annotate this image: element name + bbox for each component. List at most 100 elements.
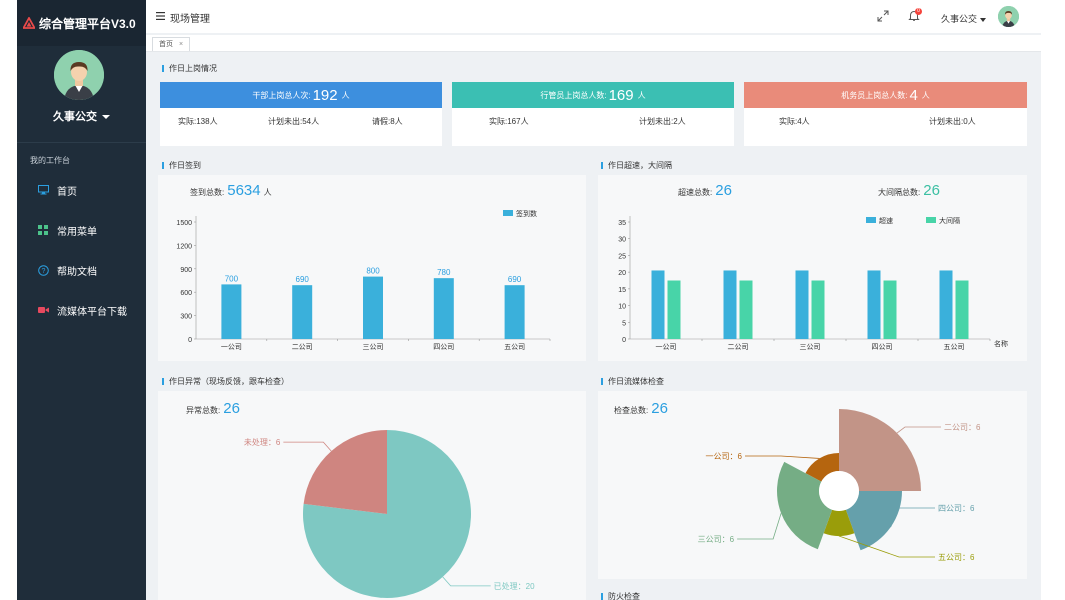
rose-label-line (890, 507, 935, 528)
stat-item: 请假:8人 (372, 116, 403, 127)
stat-item-value: 8人 (390, 117, 403, 126)
media-panel: 检查总数: 26 一公司：6 二公司：6 四公司：6 五公司：6 三公司：6 (598, 391, 1027, 579)
section-title-signin: 作日签到 (162, 160, 201, 171)
rose-slice[interactable] (823, 509, 855, 536)
signin-total: 签到总数: 5634 人 (190, 182, 272, 199)
bar[interactable] (292, 285, 313, 339)
y-tick-label: 1200 (176, 243, 192, 250)
x-tick-label: 五公司 (504, 343, 525, 351)
abnormal-total: 异常总数: 26 (186, 400, 243, 417)
rose-slice[interactable] (777, 461, 833, 550)
speed-total-value: 26 (715, 182, 732, 199)
signin-total-value: 5634 (227, 182, 261, 199)
sidebar-item-label: 首页 (57, 186, 77, 198)
legend-label[interactable]: 签到数 (516, 209, 537, 218)
sidebar-item-home[interactable]: 首页 (17, 170, 146, 210)
speed-total-label: 超速总数: (678, 188, 713, 197)
bar[interactable] (504, 285, 525, 339)
rose-slice[interactable] (839, 409, 921, 491)
stat-head-unit: 人 (341, 90, 350, 100)
y-tick-label: 600 (180, 290, 192, 297)
question-icon: ? (37, 264, 49, 276)
y-tick-label: 300 (180, 314, 192, 321)
bar[interactable] (955, 280, 969, 340)
bar[interactable] (221, 284, 242, 339)
rose-slice[interactable] (805, 453, 839, 482)
stat-item-value: 4人 (797, 117, 810, 126)
header-user-menu[interactable]: 久事公交 (941, 12, 987, 25)
pie-label-line (442, 576, 491, 587)
legend-swatch[interactable] (926, 217, 936, 223)
x-tick-label: 二公司 (292, 343, 313, 351)
tab-label: 首页 (159, 41, 173, 48)
y-tick-label: 15 (618, 287, 626, 294)
legend-swatch[interactable] (503, 210, 513, 216)
x-tick-label: 二公司 (728, 343, 749, 351)
stat-item: 实际:167人 (489, 116, 529, 127)
stat-head-value: 192 (312, 86, 338, 104)
svg-text:?: ? (41, 268, 45, 275)
bar[interactable] (363, 276, 383, 339)
stat-item: 计划未出:0人 (929, 116, 976, 127)
fullscreen-icon[interactable] (877, 10, 889, 22)
bar[interactable] (867, 270, 881, 339)
rose-slice[interactable] (845, 491, 902, 551)
stat-item-label: 实际: (178, 117, 197, 126)
sidebar: 综合管理平台V3.0 久事公交 我的工作台 首页 (17, 0, 146, 600)
user-avatar-icon (998, 6, 1019, 27)
header-avatar[interactable] (998, 6, 1019, 27)
sidebar-user-menu[interactable]: 久事公交 (17, 108, 146, 124)
abnormal-total-value: 26 (223, 400, 240, 417)
legend-label[interactable]: 超速 (879, 216, 893, 225)
bar[interactable] (433, 278, 454, 339)
legend-swatch[interactable] (866, 217, 876, 223)
bar-value-label: 800 (366, 267, 380, 276)
pie-slice[interactable] (303, 430, 472, 598)
bar[interactable] (651, 270, 665, 339)
section-title-speeding: 作日超速，大间隔 (601, 160, 672, 171)
stat-head-unit: 人 (637, 90, 646, 100)
abnormal-panel: 异常总数: 26 已处理：20 未处理：6 (158, 391, 586, 600)
bar[interactable] (723, 270, 737, 339)
stat-head-value: 169 (608, 86, 634, 104)
signin-bar-chart: 0 300 600 900 1200 1500 一公司 700 二公司 690 三公司 800 四公司 7… (176, 209, 551, 351)
bar[interactable] (939, 270, 953, 339)
section-title-fire: 防火检查 (601, 591, 640, 600)
sidebar-item-media-download[interactable]: 流媒体平台下载 (17, 290, 146, 330)
y-tick-label: 5 (622, 320, 626, 327)
bar[interactable] (795, 270, 809, 339)
abnormal-pie-chart: 已处理：20 未处理：6 (244, 430, 535, 598)
speed-total: 超速总数: 26 (678, 182, 735, 199)
close-icon[interactable]: × (179, 41, 184, 48)
y-tick-label: 0 (188, 337, 192, 344)
rose-label-line (737, 513, 782, 540)
legend-label[interactable]: 大间隔 (939, 216, 960, 225)
x-tick-label: 五公司 (944, 343, 965, 351)
tab-home[interactable]: 首页 × (152, 37, 191, 51)
stat-head-unit: 人 (921, 90, 930, 100)
bar[interactable] (883, 280, 897, 340)
menu-toggle-icon[interactable] (156, 12, 165, 20)
sidebar-item-help-docs[interactable]: ? 帮助文档 (17, 250, 146, 290)
stat-item: 实际:138人 (178, 116, 218, 127)
x-tick-label: 一公司 (656, 343, 677, 351)
pie-label-line (283, 441, 332, 452)
x-tick-label: 三公司 (800, 343, 821, 351)
sidebar-item-label: 帮助文档 (57, 266, 97, 278)
x-tick-label: 三公司 (363, 343, 384, 351)
y-tick-label: 10 (618, 304, 626, 311)
bar[interactable] (667, 280, 681, 340)
rose-slice-label: 四公司：6 (938, 504, 975, 513)
attendance-card-cadre: 干部上岗总人次: 192 人 实际:138人 计划未出:54人 请假:8人 (160, 82, 442, 146)
rose-label-line (896, 426, 941, 434)
stat-head-label: 机务员上岗总人数: (841, 90, 908, 100)
stat-head-label: 干部上岗总人次: (252, 90, 311, 100)
bar[interactable] (811, 280, 825, 340)
sidebar-item-common-menu[interactable]: 常用菜单 (17, 210, 146, 250)
pie-slice[interactable] (303, 430, 387, 514)
avatar[interactable] (54, 50, 104, 100)
stat-item-label: 请假: (372, 117, 391, 126)
bar[interactable] (739, 280, 753, 340)
user-avatar-icon (54, 50, 104, 100)
brand: 综合管理平台V3.0 (17, 0, 146, 46)
